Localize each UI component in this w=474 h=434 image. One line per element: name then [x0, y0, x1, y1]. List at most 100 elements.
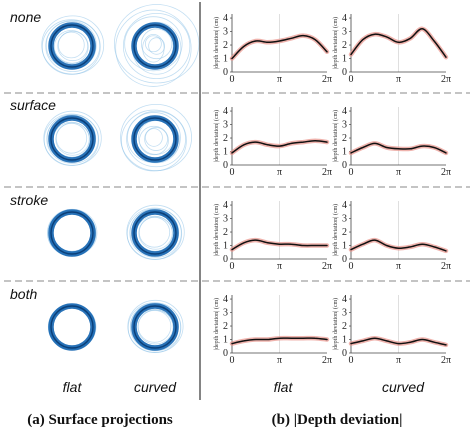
y-tick-label: 2	[223, 40, 228, 51]
y-axis-label: |depth deviation| (cm)	[332, 298, 339, 350]
mean-deviation-line	[350, 142, 447, 154]
x-tick-label: 0	[349, 167, 354, 178]
mean-deviation-line	[231, 337, 328, 345]
y-tick-label: 0	[342, 348, 347, 359]
x-tick-label: 2π	[441, 74, 451, 85]
y-axis-label: |depth deviation| (cm)	[213, 17, 220, 69]
x-tick-label: 2π	[322, 355, 332, 366]
projection-ring-stroke-curved	[126, 204, 185, 260]
y-tick-label: 1	[223, 54, 228, 65]
x-tick-label: π	[277, 261, 282, 272]
mean-deviation-line	[350, 28, 447, 58]
y-tick-label: 1	[342, 335, 347, 346]
y-tick-label: 0	[342, 160, 347, 171]
x-tick-label: 0	[230, 74, 235, 85]
y-tick-label: 2	[342, 40, 347, 51]
y-axis-label: |depth deviation| (cm)	[213, 204, 220, 256]
mean-deviation-line	[350, 337, 447, 346]
projection-ring-stroke-flat	[47, 208, 98, 257]
y-tick-label: 1	[223, 335, 228, 346]
mean-deviation-line	[231, 139, 328, 154]
x-tick-label: π	[277, 74, 282, 85]
caption-surface-projections: (a) Surface projections	[27, 412, 173, 428]
y-tick-label: 1	[342, 241, 347, 252]
projection-ring-surface-flat	[43, 110, 102, 166]
x-tick-label: 2π	[322, 74, 332, 85]
x-tick-label: 2π	[322, 261, 332, 272]
y-axis-label: |depth deviation| (cm)	[332, 204, 339, 256]
x-tick-label: π	[396, 74, 401, 85]
y-axis-label: |depth deviation| (cm)	[332, 110, 339, 162]
projection-ring-surface-curved	[120, 103, 192, 172]
projection-ring-none-flat	[41, 15, 105, 75]
y-tick-label: 4	[223, 200, 228, 211]
y-tick-label: 0	[223, 254, 228, 265]
y-tick-label: 3	[342, 308, 347, 319]
mean-deviation-line	[350, 239, 447, 252]
y-tick-label: 2	[223, 227, 228, 238]
y-tick-label: 3	[223, 27, 228, 38]
caption-depth-deviation: (b) |Depth deviation|	[272, 412, 403, 428]
row-label-surface: surface	[10, 97, 56, 113]
y-tick-label: 3	[223, 214, 228, 225]
y-tick-label: 4	[223, 294, 228, 305]
x-tick-label: 0	[230, 355, 235, 366]
surface-projections	[41, 4, 200, 353]
column-label-curved-charts: curved	[382, 379, 425, 395]
y-tick-label: 0	[223, 67, 228, 78]
y-tick-label: 2	[223, 133, 228, 144]
y-tick-label: 0	[223, 348, 228, 359]
x-tick-label: 0	[349, 74, 354, 85]
mean-deviation-line	[231, 239, 328, 251]
y-tick-label: 4	[223, 13, 228, 24]
y-tick-label: 4	[342, 13, 347, 24]
x-tick-label: 0	[349, 355, 354, 366]
projection-ring-none-curved	[113, 4, 200, 87]
x-tick-label: 0	[230, 261, 235, 272]
y-tick-label: 3	[223, 120, 228, 131]
y-axis-label: |depth deviation| (cm)	[213, 110, 220, 162]
x-tick-label: π	[396, 355, 401, 366]
x-tick-label: 2π	[441, 167, 451, 178]
x-tick-label: π	[396, 261, 401, 272]
y-axis-label: |depth deviation| (cm)	[213, 298, 220, 350]
y-tick-label: 2	[342, 133, 347, 144]
y-tick-label: 0	[342, 254, 347, 265]
x-tick-label: 0	[349, 261, 354, 272]
x-tick-label: 2π	[322, 167, 332, 178]
row-label-none: none	[10, 9, 41, 25]
row-label-stroke: stroke	[10, 192, 48, 208]
y-tick-label: 4	[342, 294, 347, 305]
projection-ring-both-flat	[47, 303, 97, 351]
x-tick-label: 2π	[441, 261, 451, 272]
y-tick-label: 1	[223, 241, 228, 252]
x-tick-label: 2π	[441, 355, 451, 366]
y-tick-label: 0	[223, 160, 228, 171]
mean-deviation-line	[231, 34, 328, 60]
y-tick-label: 4	[223, 106, 228, 117]
y-tick-label: 4	[342, 200, 347, 211]
y-tick-label: 3	[342, 120, 347, 131]
y-tick-label: 1	[342, 54, 347, 65]
y-tick-label: 3	[342, 214, 347, 225]
y-tick-label: 4	[342, 106, 347, 117]
x-tick-label: π	[277, 167, 282, 178]
y-tick-label: 3	[342, 27, 347, 38]
y-tick-label: 2	[342, 227, 347, 238]
x-tick-label: 0	[230, 167, 235, 178]
y-tick-label: 0	[342, 67, 347, 78]
column-label-curved-projections: curved	[134, 379, 177, 395]
column-label-flat-charts: flat	[274, 379, 294, 395]
y-tick-label: 1	[342, 147, 347, 158]
projection-ring-both-curved	[127, 299, 184, 353]
column-label-flat-projections: flat	[63, 379, 83, 395]
